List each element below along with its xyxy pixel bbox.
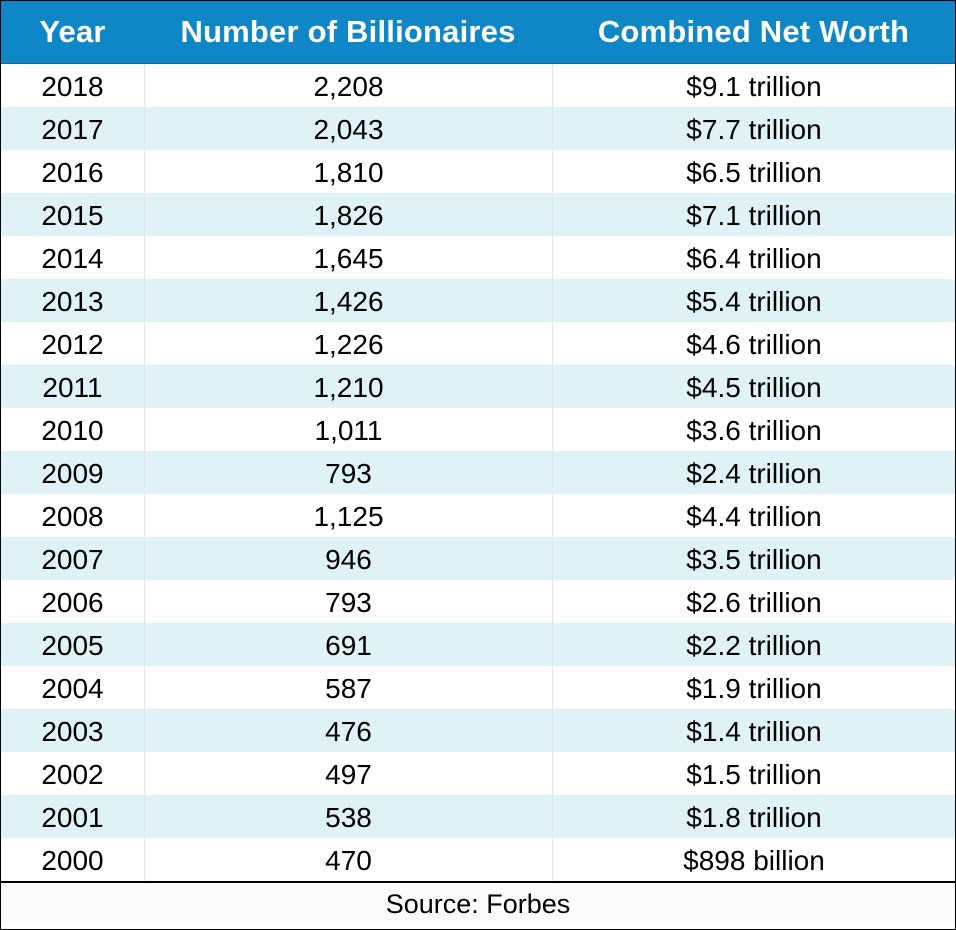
table-row: 2004 587 $1.9 trillion: [1, 666, 955, 709]
table-row: 2010 1,011 $3.6 trillion: [1, 408, 955, 451]
net-worth-cell: $4.5 trillion: [552, 365, 955, 408]
billionaires-count-cell: 538: [144, 795, 552, 838]
net-worth-cell: $1.8 trillion: [552, 795, 955, 838]
year-cell: 2015: [41, 199, 104, 231]
billionaires-count-cell: 1,826: [144, 193, 552, 236]
billionaires-count-cell: 587: [144, 666, 552, 709]
year-cell: 2001: [41, 801, 104, 833]
table-row: 2011 1,210 $4.5 trillion: [1, 365, 955, 408]
billionaires-count-cell: 691: [144, 623, 552, 666]
net-worth-cell: $7.1 trillion: [552, 193, 955, 236]
net-worth-cell: $4.4 trillion: [552, 494, 955, 537]
table-row: 2002 497 $1.5 trillion: [1, 752, 955, 795]
table-row: 2016 1,810 $6.5 trillion: [1, 150, 955, 193]
billionaires-count-cell: 497: [144, 752, 552, 795]
billionaires-count-cell: 1,226: [144, 322, 552, 365]
net-worth-cell: $1.9 trillion: [552, 666, 955, 709]
year-cell: 2000: [41, 844, 104, 876]
table-row: 2013 1,426 $5.4 trillion: [1, 279, 955, 322]
billionaires-count-cell: 2,043: [144, 107, 552, 150]
year-cell: 2007: [41, 543, 104, 575]
net-worth-cell: $3.5 trillion: [552, 537, 955, 580]
billionaires-count-cell: 470: [144, 838, 552, 881]
year-cell: 2013: [41, 285, 104, 317]
column-header-number-of-billionaires: Number of Billionaires: [180, 14, 516, 49]
year-cell: 2009: [41, 457, 104, 489]
billionaires-count-cell: 1,210: [144, 365, 552, 408]
net-worth-cell: $9.1 trillion: [552, 64, 955, 107]
net-worth-cell: $5.4 trillion: [552, 279, 955, 322]
table-body: 2018 2,208 $9.1 trillion 2017 2,043 $7.7 tril…: [1, 64, 955, 883]
net-worth-cell: $6.4 trillion: [552, 236, 955, 279]
column-header-combined-net-worth: Combined Net Worth: [597, 14, 910, 49]
billionaires-count-cell: 793: [144, 580, 552, 623]
net-worth-cell: $1.5 trillion: [552, 752, 955, 795]
table-row: 2014 1,645 $6.4 trillion: [1, 236, 955, 279]
billionaires-count-cell: 1,426: [144, 279, 552, 322]
table-row: 2006 793 $2.6 trillion: [1, 580, 955, 623]
year-cell: 2012: [41, 328, 104, 360]
net-worth-cell: $898 billion: [552, 838, 955, 881]
table-row: 2000 470 $898 billion: [1, 838, 955, 881]
year-cell: 2003: [41, 715, 104, 747]
billionaires-count-cell: 946: [144, 537, 552, 580]
billionaires-count-cell: 2,208: [144, 64, 552, 107]
table-row: 2008 1,125 $4.4 trillion: [1, 494, 955, 537]
billionaires-count-cell: 476: [144, 709, 552, 752]
table-row: 2005 691 $2.2 trillion: [1, 623, 955, 666]
year-cell: 2002: [41, 758, 104, 790]
year-cell: 2014: [41, 242, 104, 274]
year-cell: 2011: [42, 371, 103, 403]
table-row: 2009 793 $2.4 trillion: [1, 451, 955, 494]
year-cell: 2005: [41, 629, 104, 661]
year-cell: 2017: [41, 113, 104, 145]
table-row: 2007 946 $3.5 trillion: [1, 537, 955, 580]
table-row: 2003 476 $1.4 trillion: [1, 709, 955, 752]
net-worth-cell: $2.6 trillion: [552, 580, 955, 623]
year-cell: 2004: [41, 672, 104, 704]
year-cell: 2008: [41, 500, 104, 532]
year-cell: 2016: [41, 156, 104, 188]
table-row: 2017 2,043 $7.7 trillion: [1, 107, 955, 150]
year-cell: 2018: [41, 70, 104, 102]
billionaires-count-cell: 1,645: [144, 236, 552, 279]
billionaires-count-cell: 1,810: [144, 150, 552, 193]
net-worth-cell: $2.4 trillion: [552, 451, 955, 494]
billionaires-count-cell: 1,011: [144, 408, 552, 451]
column-header-year: Year: [39, 14, 106, 49]
table-header: Year Number of Billionaires Combined Net…: [1, 1, 955, 64]
billionaires-count-cell: 793: [144, 451, 552, 494]
source-note: Source: Forbes: [1, 883, 955, 925]
net-worth-cell: $2.2 trillion: [552, 623, 955, 666]
table-row: 2001 538 $1.8 trillion: [1, 795, 955, 838]
net-worth-cell: $7.7 trillion: [552, 107, 955, 150]
net-worth-cell: $4.6 trillion: [552, 322, 955, 365]
billionaires-count-cell: 1,125: [144, 494, 552, 537]
year-cell: 2010: [41, 414, 104, 446]
net-worth-cell: $3.6 trillion: [552, 408, 955, 451]
table-row: 2018 2,208 $9.1 trillion: [1, 64, 955, 107]
net-worth-cell: $6.5 trillion: [552, 150, 955, 193]
net-worth-cell: $1.4 trillion: [552, 709, 955, 752]
table-row: 2012 1,226 $4.6 trillion: [1, 322, 955, 365]
year-cell: 2006: [41, 586, 104, 618]
table-row: 2015 1,826 $7.1 trillion: [1, 193, 955, 236]
